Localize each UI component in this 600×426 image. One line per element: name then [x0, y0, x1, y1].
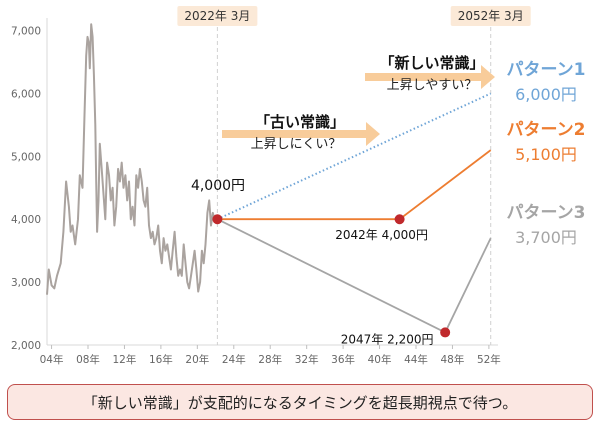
- pattern-2-line: [217, 149, 492, 221]
- historical-price-line: [46, 23, 219, 295]
- annotations: 「新しい常識」上昇しやすい？ 「古い常識」上昇しにくい？: [222, 54, 495, 152]
- start-point-label: 4,000円: [191, 178, 245, 194]
- start-point: [212, 214, 223, 225]
- pattern-1-value: 6,000円: [515, 85, 577, 104]
- x-tick-label: 08年: [76, 353, 100, 366]
- pattern-2-name: パターン2: [507, 120, 586, 140]
- series-group: [46, 23, 492, 338]
- x-tick-label: 48年: [441, 353, 465, 366]
- pattern-3-name: パターン3: [507, 203, 586, 223]
- old-wisdom-arrow: [222, 122, 380, 146]
- x-tick-label: 12年: [113, 353, 137, 366]
- y-tick-label: 5,000: [11, 151, 41, 163]
- x-tick-label: 04年: [40, 353, 64, 366]
- pattern-1-name: パターン1: [507, 60, 586, 80]
- date-marker-label: 2052年 3月: [458, 9, 524, 23]
- y-tick-label: 3,000: [11, 277, 41, 289]
- x-tick-label: 44年: [404, 353, 428, 366]
- axes: 2,000 3,000 4,000 5,000 6,000 7,000 04年 08年 12年 1…: [11, 18, 501, 366]
- x-tick-label: 16年: [149, 353, 173, 366]
- footer-message: 「新しい常識」が支配的になるタイミングを超長期視点で待つ。: [7, 384, 593, 420]
- new-wisdom-subtitle: 上昇しやすい？: [387, 78, 478, 93]
- x-tick-label: 28年: [258, 353, 282, 366]
- date-marker-box: [177, 6, 258, 26]
- pattern-3-point: [440, 327, 451, 338]
- new-wisdom-arrow: [365, 65, 495, 89]
- pattern-2-value: 5,100円: [515, 145, 577, 164]
- new-wisdom-title: 「新しい常識」: [379, 54, 484, 72]
- x-tick-label: 32年: [295, 353, 319, 366]
- x-tick-label: 40年: [368, 353, 392, 366]
- y-tick-label: 7,000: [11, 26, 41, 38]
- date-marker-box: [450, 6, 531, 26]
- y-tick-label: 2,000: [11, 340, 41, 352]
- x-tick-label: 36年: [331, 353, 355, 366]
- old-wisdom-subtitle: 上昇しにくい？: [251, 137, 342, 152]
- pattern-2-point: [394, 214, 405, 225]
- old-wisdom-title: 「古い常識」: [255, 113, 345, 131]
- footer-text: 「新しい常識」が支配的になるタイミングを超長期視点で待つ。: [82, 393, 518, 412]
- date-marker-label: 2022年 3月: [184, 9, 250, 23]
- stock-price-chart: 2,000 3,000 4,000 5,000 6,000 7,000 04年 08年 12年 1…: [11, 6, 586, 366]
- pattern-2-point-label: 2042年 4,000円: [335, 228, 428, 242]
- x-tick-label: 24年: [222, 353, 246, 366]
- y-tick-label: 4,000: [11, 214, 41, 226]
- y-tick-label: 6,000: [11, 88, 41, 100]
- x-tick-label: 52年: [477, 353, 501, 366]
- labels-group: 4,000円 2042年 4,000円 2047年 2,200円 パターン1 6,000…: [191, 60, 586, 346]
- pattern-3-value: 3,700円: [515, 228, 577, 247]
- x-tick-label: 20年: [185, 353, 209, 366]
- pattern-3-point-label: 2047年 2,200円: [341, 332, 434, 346]
